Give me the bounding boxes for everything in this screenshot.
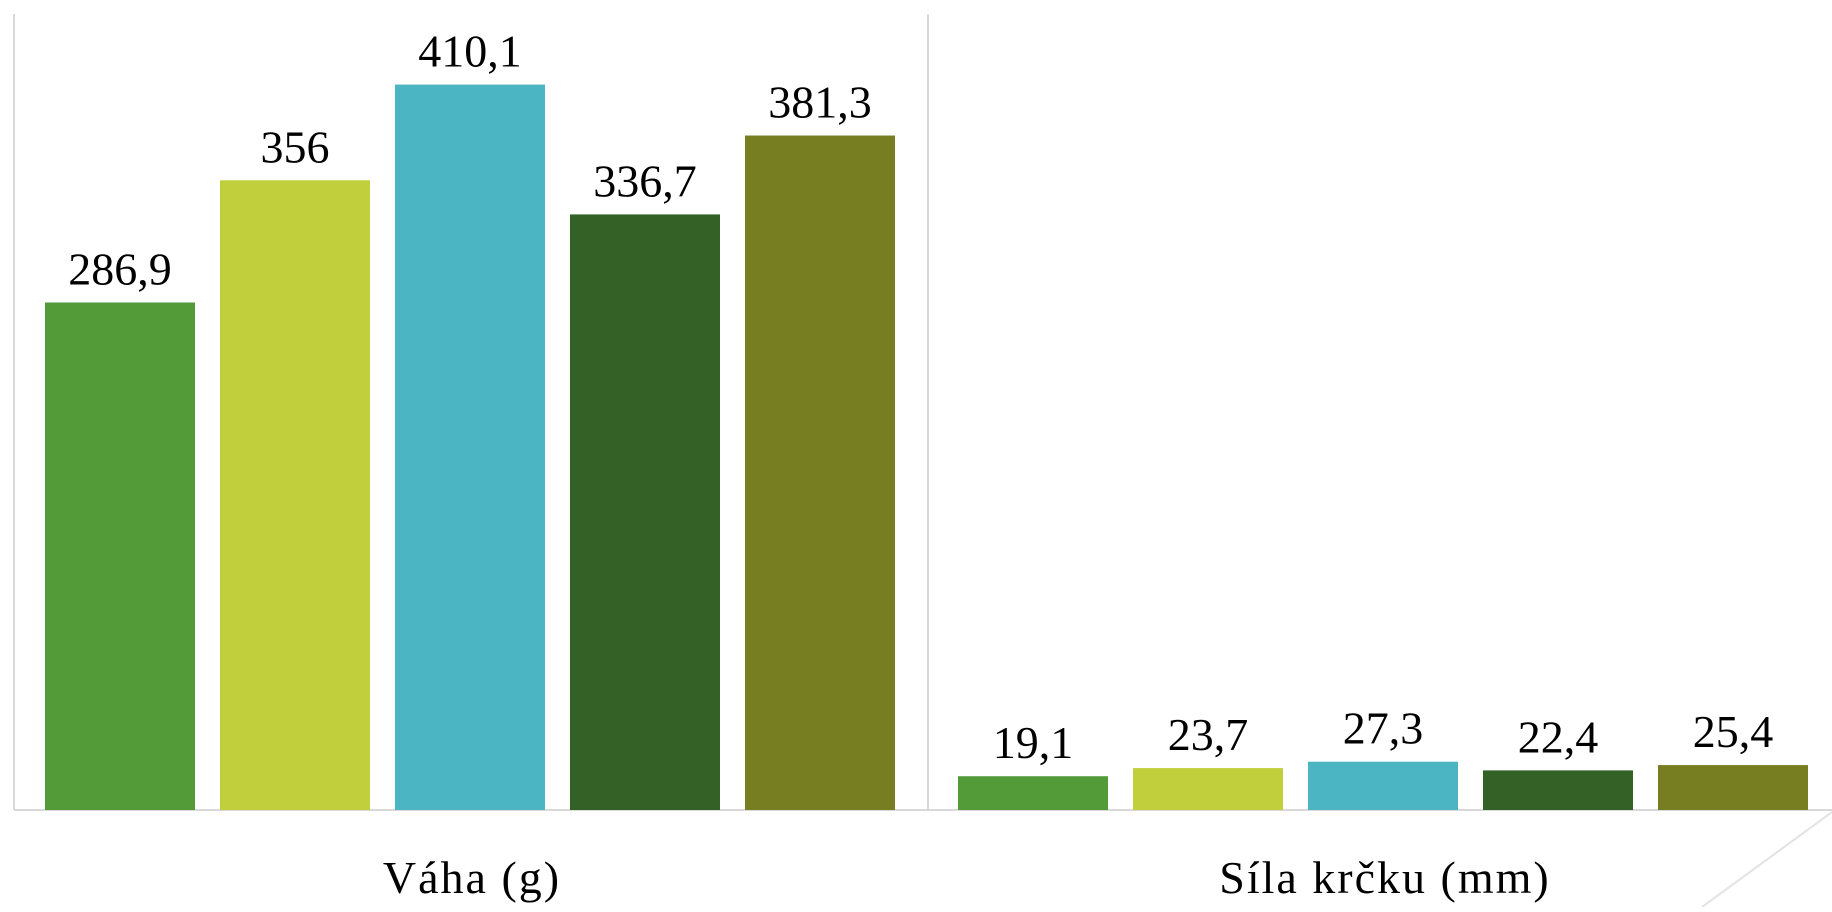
category-tick-labels: Váha (g) Síla krčku (mm) <box>383 852 1551 903</box>
bar <box>745 135 895 811</box>
bar-data-label: 356 <box>261 121 330 172</box>
bar <box>395 84 545 810</box>
category-tick-label: Síla krčku (mm) <box>1219 852 1551 903</box>
bar-data-label: 27,3 <box>1343 703 1424 754</box>
category-tick-label: Váha (g) <box>383 852 561 903</box>
bar <box>220 180 370 810</box>
bar-data-label: 410,1 <box>418 26 522 77</box>
bar-data-label: 286,9 <box>68 244 172 295</box>
bar <box>1483 770 1633 810</box>
bar-data-label: 336,7 <box>593 155 697 206</box>
bar-data-label: 23,7 <box>1168 709 1249 760</box>
bar <box>570 214 720 811</box>
bars-layer <box>45 84 1808 811</box>
bar <box>1658 765 1808 810</box>
bar-data-label: 22,4 <box>1518 711 1599 762</box>
bar <box>1133 768 1283 810</box>
bar <box>45 302 195 810</box>
bar <box>1308 761 1458 810</box>
bar-data-label: 25,4 <box>1693 706 1774 757</box>
bar-data-label: 381,3 <box>768 77 872 128</box>
data-labels-layer: 286,9 356 410,1 336,7 381,3 19,1 23,7 27,3 22,4 2… <box>68 26 1773 769</box>
bar <box>958 776 1108 810</box>
decorative-corner-line <box>1701 811 1832 908</box>
bar-data-label: 19,1 <box>993 717 1074 768</box>
